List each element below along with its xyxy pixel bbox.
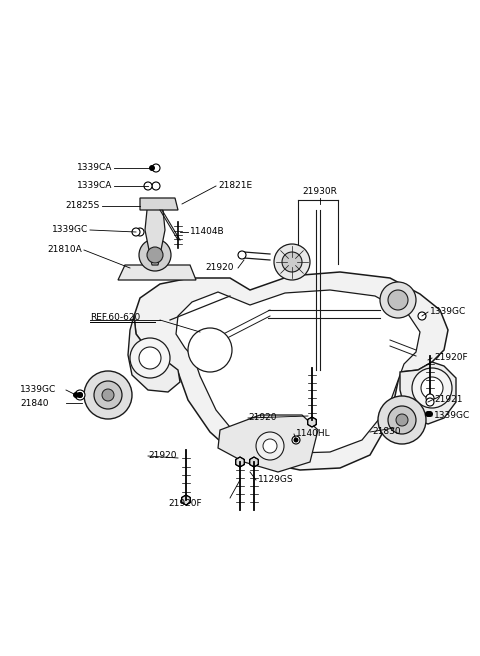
Polygon shape: [134, 272, 448, 470]
Text: 21921: 21921: [434, 396, 463, 405]
Text: 1339CA: 1339CA: [77, 182, 112, 190]
Circle shape: [263, 439, 277, 453]
Circle shape: [77, 392, 83, 398]
Text: 21930R: 21930R: [302, 188, 337, 197]
Text: 1339GC: 1339GC: [52, 226, 88, 234]
Text: 1339GC: 1339GC: [20, 386, 56, 394]
Circle shape: [388, 290, 408, 310]
Circle shape: [426, 394, 434, 402]
Circle shape: [130, 338, 170, 378]
Text: 1129GS: 1129GS: [258, 476, 294, 485]
Text: 1140HL: 1140HL: [296, 430, 331, 438]
Circle shape: [84, 371, 132, 419]
Circle shape: [274, 244, 310, 280]
Text: 21920F: 21920F: [434, 354, 468, 363]
Circle shape: [75, 390, 85, 400]
Circle shape: [380, 282, 416, 318]
Circle shape: [425, 411, 431, 417]
Polygon shape: [218, 415, 318, 472]
Circle shape: [73, 392, 79, 398]
Text: REF.60-620: REF.60-620: [90, 314, 140, 323]
Circle shape: [77, 392, 83, 398]
Circle shape: [139, 347, 161, 369]
Circle shape: [421, 377, 443, 399]
Circle shape: [256, 432, 284, 460]
Polygon shape: [181, 495, 191, 505]
Circle shape: [427, 411, 433, 417]
Circle shape: [132, 228, 140, 236]
Circle shape: [293, 438, 299, 443]
Text: 1339GC: 1339GC: [434, 411, 470, 420]
Polygon shape: [400, 362, 456, 424]
Circle shape: [426, 398, 434, 406]
Text: 21920: 21920: [148, 451, 177, 461]
Polygon shape: [250, 457, 258, 467]
Text: 21920: 21920: [248, 413, 276, 422]
Circle shape: [149, 165, 155, 171]
Circle shape: [152, 182, 160, 190]
Circle shape: [147, 247, 163, 263]
Text: 11404B: 11404B: [190, 228, 225, 237]
Text: 21920: 21920: [205, 264, 234, 272]
Circle shape: [94, 381, 122, 409]
Polygon shape: [118, 265, 196, 280]
Polygon shape: [140, 198, 178, 210]
Circle shape: [102, 389, 114, 401]
Circle shape: [418, 312, 426, 320]
Circle shape: [412, 368, 452, 408]
Circle shape: [152, 164, 160, 172]
Text: 21821E: 21821E: [218, 182, 252, 190]
Circle shape: [396, 414, 408, 426]
Circle shape: [136, 228, 144, 236]
Circle shape: [144, 182, 152, 190]
Text: 21830: 21830: [372, 428, 401, 436]
Polygon shape: [128, 316, 180, 392]
Polygon shape: [308, 417, 316, 427]
Circle shape: [282, 252, 302, 272]
Text: 21810A: 21810A: [47, 245, 82, 255]
Circle shape: [188, 328, 232, 372]
Polygon shape: [145, 200, 165, 265]
Text: 1339CA: 1339CA: [77, 163, 112, 173]
Text: 21920F: 21920F: [168, 499, 202, 508]
Polygon shape: [176, 290, 420, 453]
Circle shape: [238, 251, 246, 259]
Text: 21840: 21840: [20, 398, 48, 407]
Circle shape: [388, 406, 416, 434]
Text: 21825S: 21825S: [66, 201, 100, 211]
Polygon shape: [236, 457, 244, 467]
Circle shape: [139, 239, 171, 271]
Circle shape: [292, 436, 300, 444]
Circle shape: [378, 396, 426, 444]
Text: 1339GC: 1339GC: [430, 308, 466, 316]
